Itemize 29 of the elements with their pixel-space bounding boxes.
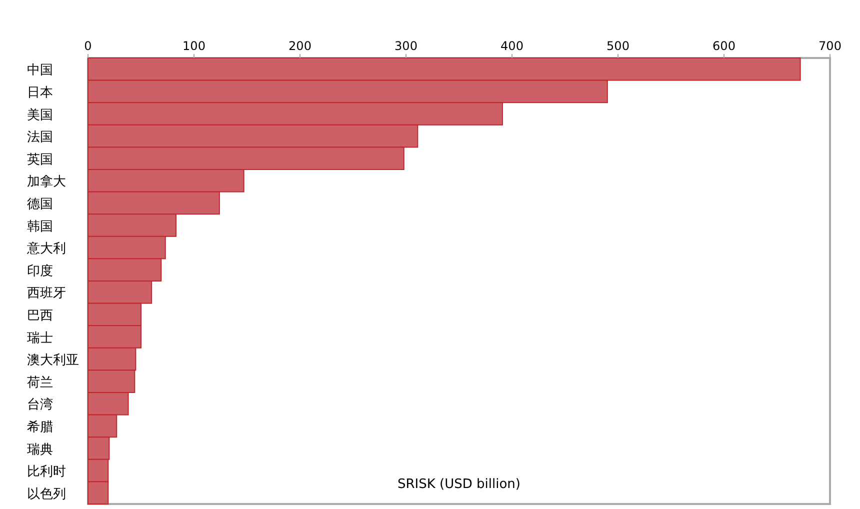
y-tick-label: 瑞士 — [27, 330, 53, 346]
y-tick-label: 美国 — [27, 106, 53, 123]
y-tick-label: 印度 — [27, 262, 53, 279]
y-tick-label: 台湾 — [27, 396, 53, 413]
y-tick-label: 意大利 — [26, 242, 66, 257]
x-axis-title: SRISK (USD billion) — [398, 477, 520, 492]
y-tick-label: 巴西 — [27, 308, 53, 324]
y-tick-label: 韩国 — [27, 219, 53, 234]
x-tick-label: 500 — [606, 39, 630, 53]
x-tick-label: 400 — [500, 39, 524, 53]
x-tick-label: 300 — [394, 39, 418, 53]
y-tick-label: 希腊 — [27, 420, 53, 435]
x-tick-label: 600 — [712, 39, 736, 53]
y-tick-label: 德国 — [27, 196, 53, 212]
x-tick-label: 0 — [84, 39, 92, 53]
y-tick-label: 加拿大 — [27, 174, 66, 190]
y-tick-label: 比利时 — [27, 464, 66, 480]
y-tick-label: 澳大利亚 — [27, 353, 79, 368]
x-tick-label: 200 — [288, 39, 312, 53]
x-tick-label: 100 — [182, 39, 206, 53]
y-tick-label: 以色列 — [27, 486, 66, 502]
y-tick-label: 西班牙 — [27, 286, 66, 302]
y-tick-label: 瑞典 — [27, 442, 53, 458]
x-tick-label: 700 — [818, 39, 842, 53]
y-tick-label: 中国 — [27, 63, 53, 78]
y-tick-label: 荷兰 — [27, 375, 53, 390]
y-tick-label: 英国 — [27, 152, 53, 168]
y-tick-label: 日本 — [27, 85, 53, 100]
y-tick-label: 法国 — [27, 130, 53, 146]
